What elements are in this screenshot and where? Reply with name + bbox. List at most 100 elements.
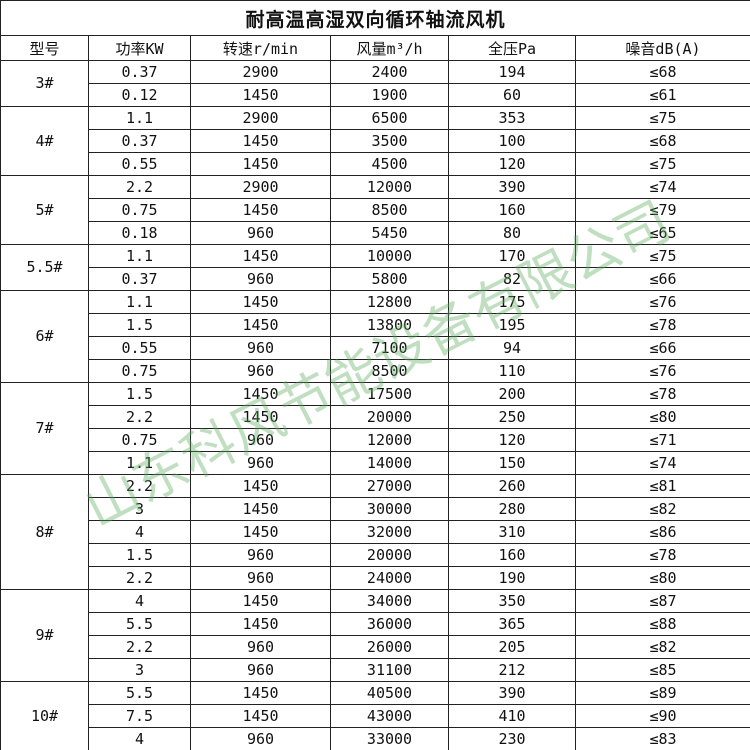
- model-cell: 5.5#: [0, 244, 89, 291]
- data-cell: ≤86: [574, 520, 750, 544]
- data-cell: 260: [448, 474, 576, 498]
- data-cell: ≤80: [574, 566, 750, 590]
- data-cell: 3: [88, 497, 191, 521]
- data-row: 1.5 1450 13800 195 ≤78: [1, 313, 750, 337]
- data-row: 2.2 960 24000 190 ≤80: [1, 566, 750, 590]
- data-cell: 1450: [190, 382, 331, 406]
- data-cell: 1450: [190, 129, 331, 153]
- header-cell: 转速r/min: [190, 35, 331, 61]
- data-cell: ≤78: [574, 543, 750, 567]
- data-cell: 0.55: [88, 336, 191, 360]
- data-row: 4 1450 32000 310 ≤86: [1, 520, 750, 544]
- data-cell: 1.5: [88, 382, 191, 406]
- data-row: 7.5 1450 43000 410 ≤90: [1, 704, 750, 728]
- data-cell: 1450: [190, 290, 331, 314]
- data-cell: 4500: [330, 152, 449, 176]
- data-cell: 390: [448, 175, 576, 199]
- data-row: 2.2 1450 20000 250 ≤80: [1, 405, 750, 429]
- data-row: 0.75 1450 8500 160 ≤79: [1, 198, 750, 222]
- data-cell: 150: [448, 451, 576, 475]
- data-cell: 0.75: [88, 359, 191, 383]
- data-row: 0.18 960 5450 80 ≤65: [1, 221, 750, 245]
- data-row: 0.75 960 12000 120 ≤71: [1, 428, 750, 452]
- data-cell: 1450: [190, 152, 331, 176]
- data-cell: 120: [448, 152, 576, 176]
- data-cell: 5800: [330, 267, 449, 291]
- data-cell: ≤74: [574, 451, 750, 475]
- data-cell: ≤66: [574, 267, 750, 291]
- data-cell: 200: [448, 382, 576, 406]
- data-cell: 100: [448, 129, 576, 153]
- data-cell: 2900: [190, 60, 331, 84]
- data-cell: 8500: [330, 359, 449, 383]
- data-cell: 390: [448, 681, 576, 705]
- data-cell: 7.5: [88, 704, 191, 728]
- data-cell: 33000: [330, 727, 449, 750]
- data-row: 0.55 960 7100 94 ≤66: [1, 336, 750, 360]
- data-cell: ≤71: [574, 428, 750, 452]
- data-row: 3# 0.37 2900 2400 194 ≤68: [0, 60, 750, 107]
- data-cell: 43000: [330, 704, 449, 728]
- data-cell: ≤76: [574, 359, 750, 383]
- data-row: 0.75 960 8500 110 ≤76: [1, 359, 750, 383]
- data-cell: ≤68: [574, 129, 750, 153]
- data-cell: ≤83: [574, 727, 750, 750]
- data-cell: 960: [190, 451, 331, 475]
- data-cell: 1450: [190, 497, 331, 521]
- data-cell: 960: [190, 267, 331, 291]
- data-cell: 212: [448, 658, 576, 682]
- header-cell: 型号: [0, 35, 89, 61]
- data-cell: 1450: [190, 313, 331, 337]
- model-cell: 10#: [0, 681, 89, 750]
- data-cell: ≤78: [574, 313, 750, 337]
- data-cell: ≤82: [574, 497, 750, 521]
- data-cell: 6500: [330, 106, 449, 130]
- table-title: 耐高温高湿双向循环轴流风机: [0, 0, 750, 36]
- data-row: 1.5 960 20000 160 ≤78: [1, 543, 750, 567]
- data-cell: 960: [190, 566, 331, 590]
- data-cell: ≤78: [574, 382, 750, 406]
- data-cell: 960: [190, 336, 331, 360]
- data-cell: 5450: [330, 221, 449, 245]
- data-cell: ≤75: [574, 106, 750, 130]
- data-cell: 20000: [330, 543, 449, 567]
- data-cell: ≤80: [574, 405, 750, 429]
- data-cell: 1450: [190, 681, 331, 705]
- data-cell: 1450: [190, 704, 331, 728]
- data-cell: 2.2: [88, 566, 191, 590]
- data-cell: 195: [448, 313, 576, 337]
- data-cell: ≤65: [574, 221, 750, 245]
- data-row: 7# 1.5 1450 17500 200 ≤78: [0, 382, 750, 475]
- data-cell: 2900: [190, 175, 331, 199]
- data-cell: 353: [448, 106, 576, 130]
- data-cell: 194: [448, 60, 576, 84]
- data-cell: 2.2: [88, 175, 191, 199]
- data-cell: 10000: [330, 244, 449, 268]
- data-cell: 13800: [330, 313, 449, 337]
- data-cell: 3: [88, 658, 191, 682]
- data-cell: 230: [448, 727, 576, 750]
- data-cell: 12800: [330, 290, 449, 314]
- data-cell: 1.1: [88, 106, 191, 130]
- model-cell: 7#: [0, 382, 89, 475]
- data-cell: 1.1: [88, 290, 191, 314]
- data-cell: 1450: [190, 83, 331, 107]
- data-cell: 0.55: [88, 152, 191, 176]
- data-row: 10# 5.5 1450 40500 390 ≤89: [0, 681, 750, 750]
- data-cell: 34000: [330, 589, 449, 613]
- data-cell: 4: [88, 520, 191, 544]
- data-cell: 1450: [190, 520, 331, 544]
- data-cell: ≤79: [574, 198, 750, 222]
- data-cell: 960: [190, 428, 331, 452]
- model-cell: 9#: [0, 589, 89, 682]
- data-row: 2.2 960 26000 205 ≤82: [1, 635, 750, 659]
- data-cell: 4: [88, 589, 191, 613]
- data-cell: 960: [190, 727, 331, 750]
- data-cell: 82: [448, 267, 576, 291]
- model-cell: 8#: [0, 474, 89, 590]
- data-cell: ≤75: [574, 152, 750, 176]
- data-cell: 36000: [330, 612, 449, 636]
- data-row: 1.1 960 14000 150 ≤74: [1, 451, 750, 475]
- data-cell: ≤68: [574, 60, 750, 84]
- data-cell: 26000: [330, 635, 449, 659]
